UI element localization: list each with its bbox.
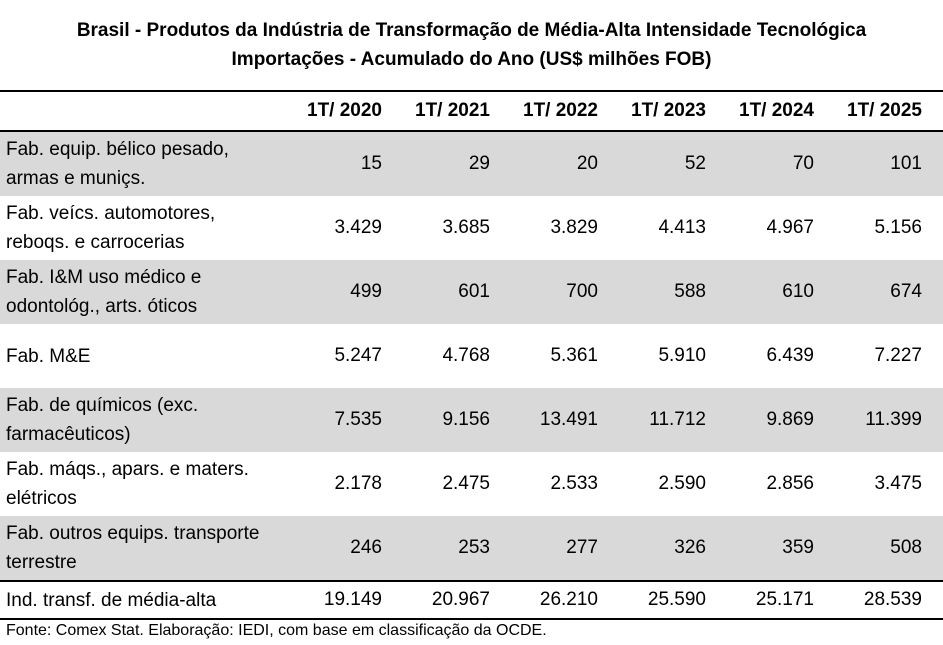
table-body: Fab. equip. bélico pesado, armas e muniç… — [0, 132, 943, 620]
table-cell: 2.533 — [550, 473, 598, 494]
table-cell: 25.171 — [755, 589, 814, 610]
table-cell: 19.149 — [323, 589, 382, 610]
table-cell: 359 — [782, 537, 814, 558]
table-cell: 26.210 — [539, 589, 598, 610]
table-row: Fab. veícs. automotores, reboqs. e carro… — [0, 196, 943, 260]
table-cell: 499 — [350, 281, 382, 302]
row-label: Fab. I&M uso médico e odontológ., arts. … — [6, 267, 202, 317]
column-header: 1T/ 2023 — [631, 100, 706, 121]
table-cell: 4.967 — [766, 217, 814, 238]
table-cell: 508 — [890, 537, 922, 558]
table-cell: 15 — [360, 153, 382, 174]
header-row: 1T/ 2020 1T/ 2021 1T/ 2022 1T/ 2023 1T/ 2024… — [0, 92, 943, 130]
column-header: 1T/ 2025 — [847, 100, 922, 121]
total-row: Ind. transf. de média-alta 19.149 20.967 26… — [0, 580, 943, 620]
table-cell: 2.475 — [442, 473, 490, 494]
row-label: Fab. equip. bélico pesado, armas e muniç… — [6, 139, 229, 189]
row-label: Fab. outros equips. transporte terrestre — [6, 523, 260, 573]
table-cell: 246 — [350, 537, 382, 558]
table-cell: 5.247 — [334, 345, 382, 366]
table-row: Fab. máqs., apars. e maters. elétricos 2.… — [0, 452, 943, 516]
table-cell: 5.361 — [550, 345, 598, 366]
table-cell: 5.156 — [874, 217, 922, 238]
table-cell: 20.967 — [431, 589, 490, 610]
table-cell: 3.429 — [334, 217, 382, 238]
table-cell: 29 — [468, 153, 490, 174]
source-note: Fonte: Comex Stat. Elaboração: IEDI, com… — [6, 622, 547, 639]
data-table: 1T/ 2020 1T/ 2021 1T/ 2022 1T/ 2023 1T/ 2024… — [0, 90, 943, 620]
table-cell: 3.829 — [550, 217, 598, 238]
table-title: Brasil - Produtos da Indústria de Transf… — [0, 16, 943, 74]
title-line: Brasil - Produtos da Indústria de Transf… — [76, 20, 867, 41]
table-cell: 3.475 — [874, 473, 922, 494]
row-label: Fab. de químicos (exc. farmacêuticos) — [6, 395, 199, 445]
table-cell: 101 — [890, 153, 922, 174]
table-cell: 70 — [792, 153, 814, 174]
table-cell: 277 — [566, 537, 598, 558]
table-cell: 11.399 — [865, 409, 922, 430]
row-label: Fab. M&E — [6, 345, 91, 367]
table-cell: 7.535 — [334, 409, 382, 430]
column-header: 1T/ 2022 — [523, 100, 598, 121]
table-cell: 610 — [782, 281, 814, 302]
table-cell: 588 — [674, 281, 706, 302]
table-cell: 5.910 — [658, 345, 706, 366]
table-cell: 28.539 — [863, 589, 922, 610]
table-cell: 13.491 — [539, 409, 598, 430]
table-cell: 4.768 — [442, 345, 490, 366]
table-cell: 9.869 — [766, 409, 814, 430]
table-row: Fab. de químicos (exc. farmacêuticos) 7.5… — [0, 388, 943, 452]
table-cell: 2.856 — [766, 473, 814, 494]
table-cell: 326 — [674, 537, 706, 558]
table-row: Fab. M&E 5.247 4.768 5.361 5.910 6.439 7.227 — [0, 324, 943, 388]
row-label: Ind. transf. de média-alta — [6, 589, 217, 611]
header-rule — [0, 130, 943, 132]
subtitle-line: Importações - Acumulado do Ano (US$ milh… — [231, 49, 712, 70]
table-cell: 253 — [458, 537, 490, 558]
column-header: 1T/ 2020 — [307, 100, 382, 121]
table-cell: 601 — [458, 281, 490, 302]
row-label: Fab. veícs. automotores, reboqs. e carro… — [6, 203, 216, 253]
table-cell: 11.712 — [649, 409, 706, 430]
column-header: 1T/ 2024 — [739, 100, 814, 121]
table-cell: 3.685 — [442, 217, 490, 238]
table-row: Fab. outros equips. transporte terrestre… — [0, 516, 943, 580]
table-cell: 4.413 — [658, 217, 706, 238]
table-cell: 6.439 — [766, 345, 814, 366]
table-cell: 25.590 — [647, 589, 706, 610]
column-header: 1T/ 2021 — [415, 100, 490, 121]
table-cell: 674 — [890, 281, 922, 302]
table-cell: 2.590 — [658, 473, 706, 494]
table-cell: 700 — [566, 281, 598, 302]
table-cell: 7.227 — [874, 345, 922, 366]
table-cell: 9.156 — [442, 409, 490, 430]
table-cell: 2.178 — [334, 473, 382, 494]
row-label: Fab. máqs., apars. e maters. elétricos — [6, 459, 249, 509]
top-rule — [0, 90, 943, 92]
table-cell: 52 — [684, 153, 706, 174]
table-cell: 20 — [576, 153, 598, 174]
table-row: Fab. equip. bélico pesado, armas e muniç… — [0, 132, 943, 196]
table-row: Fab. I&M uso médico e odontológ., arts. … — [0, 260, 943, 324]
